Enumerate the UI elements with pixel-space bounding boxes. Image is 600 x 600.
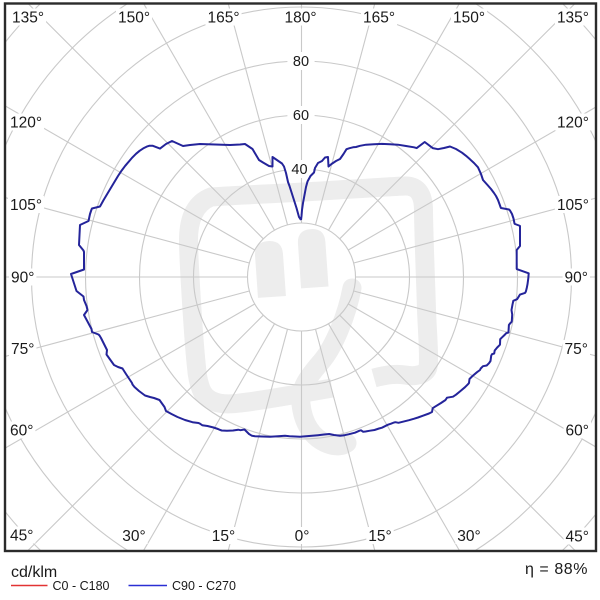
- svg-text:15°: 15°: [212, 528, 235, 545]
- svg-text:60°: 60°: [566, 423, 589, 440]
- svg-text:15°: 15°: [368, 528, 391, 545]
- svg-text:40: 40: [291, 162, 307, 178]
- svg-text:120°: 120°: [10, 115, 42, 132]
- svg-text:165°: 165°: [363, 10, 395, 27]
- svg-text:0°: 0°: [295, 528, 310, 545]
- svg-text:180°: 180°: [284, 10, 316, 27]
- svg-text:135°: 135°: [557, 10, 589, 27]
- svg-text:90°: 90°: [565, 270, 588, 287]
- svg-text:60: 60: [293, 108, 309, 124]
- svg-text:η = 88%: η = 88%: [525, 561, 588, 578]
- svg-text:45°: 45°: [566, 529, 589, 546]
- svg-text:C90 - C270: C90 - C270: [172, 579, 236, 593]
- svg-text:45°: 45°: [10, 528, 33, 545]
- svg-text:90°: 90°: [11, 270, 34, 287]
- svg-text:105°: 105°: [10, 197, 42, 214]
- svg-text:30°: 30°: [122, 528, 145, 545]
- svg-text:75°: 75°: [565, 341, 588, 358]
- svg-text:120°: 120°: [557, 115, 589, 132]
- svg-text:165°: 165°: [207, 10, 239, 27]
- svg-text:135°: 135°: [12, 10, 44, 27]
- svg-text:80: 80: [293, 54, 309, 70]
- svg-text:150°: 150°: [453, 10, 485, 27]
- svg-text:cd/klm: cd/klm: [11, 564, 57, 581]
- svg-text:75°: 75°: [11, 341, 34, 358]
- svg-text:105°: 105°: [557, 197, 589, 214]
- svg-text:60°: 60°: [10, 423, 33, 440]
- svg-text:150°: 150°: [118, 10, 150, 27]
- svg-text:C0 - C180: C0 - C180: [53, 579, 110, 593]
- svg-text:30°: 30°: [457, 528, 480, 545]
